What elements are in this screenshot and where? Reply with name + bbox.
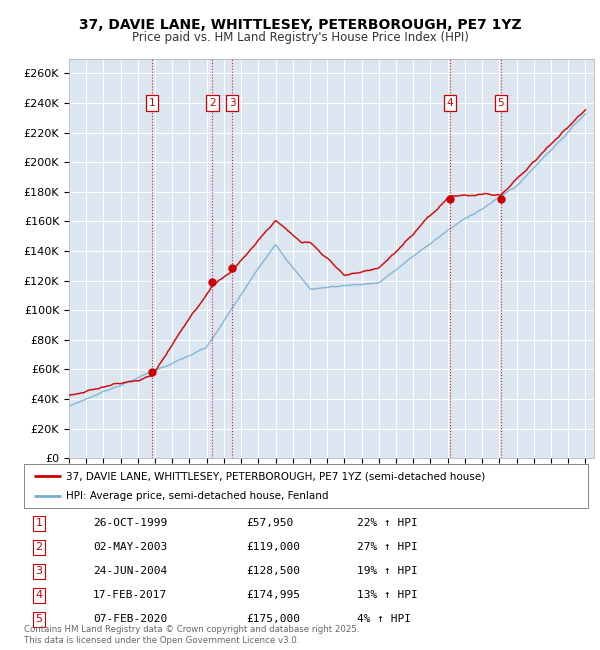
Text: 2: 2 bbox=[209, 98, 215, 108]
Text: 07-FEB-2020: 07-FEB-2020 bbox=[93, 614, 167, 625]
Text: 37, DAVIE LANE, WHITTLESEY, PETERBOROUGH, PE7 1YZ (semi-detached house): 37, DAVIE LANE, WHITTLESEY, PETERBOROUGH… bbox=[66, 471, 485, 481]
Text: 22% ↑ HPI: 22% ↑ HPI bbox=[357, 518, 418, 528]
Text: 02-MAY-2003: 02-MAY-2003 bbox=[93, 542, 167, 552]
Text: £119,000: £119,000 bbox=[246, 542, 300, 552]
Text: 26-OCT-1999: 26-OCT-1999 bbox=[93, 518, 167, 528]
Text: 1: 1 bbox=[35, 518, 43, 528]
Text: 27% ↑ HPI: 27% ↑ HPI bbox=[357, 542, 418, 552]
Text: HPI: Average price, semi-detached house, Fenland: HPI: Average price, semi-detached house,… bbox=[66, 491, 329, 501]
Text: 19% ↑ HPI: 19% ↑ HPI bbox=[357, 566, 418, 577]
Text: 5: 5 bbox=[35, 614, 43, 625]
Text: 37, DAVIE LANE, WHITTLESEY, PETERBOROUGH, PE7 1YZ: 37, DAVIE LANE, WHITTLESEY, PETERBOROUGH… bbox=[79, 18, 521, 32]
Text: £57,950: £57,950 bbox=[246, 518, 293, 528]
Text: 17-FEB-2017: 17-FEB-2017 bbox=[93, 590, 167, 601]
Text: 3: 3 bbox=[229, 98, 235, 108]
Text: 5: 5 bbox=[497, 98, 504, 108]
Text: 4: 4 bbox=[446, 98, 453, 108]
Text: 4: 4 bbox=[35, 590, 43, 601]
Text: 1: 1 bbox=[149, 98, 155, 108]
Text: £175,000: £175,000 bbox=[246, 614, 300, 625]
Text: 24-JUN-2004: 24-JUN-2004 bbox=[93, 566, 167, 577]
Text: Price paid vs. HM Land Registry's House Price Index (HPI): Price paid vs. HM Land Registry's House … bbox=[131, 31, 469, 44]
Text: £128,500: £128,500 bbox=[246, 566, 300, 577]
Text: Contains HM Land Registry data © Crown copyright and database right 2025.
This d: Contains HM Land Registry data © Crown c… bbox=[24, 625, 359, 645]
Text: £174,995: £174,995 bbox=[246, 590, 300, 601]
Text: 4% ↑ HPI: 4% ↑ HPI bbox=[357, 614, 411, 625]
Text: 2: 2 bbox=[35, 542, 43, 552]
Text: 13% ↑ HPI: 13% ↑ HPI bbox=[357, 590, 418, 601]
Text: 3: 3 bbox=[35, 566, 43, 577]
